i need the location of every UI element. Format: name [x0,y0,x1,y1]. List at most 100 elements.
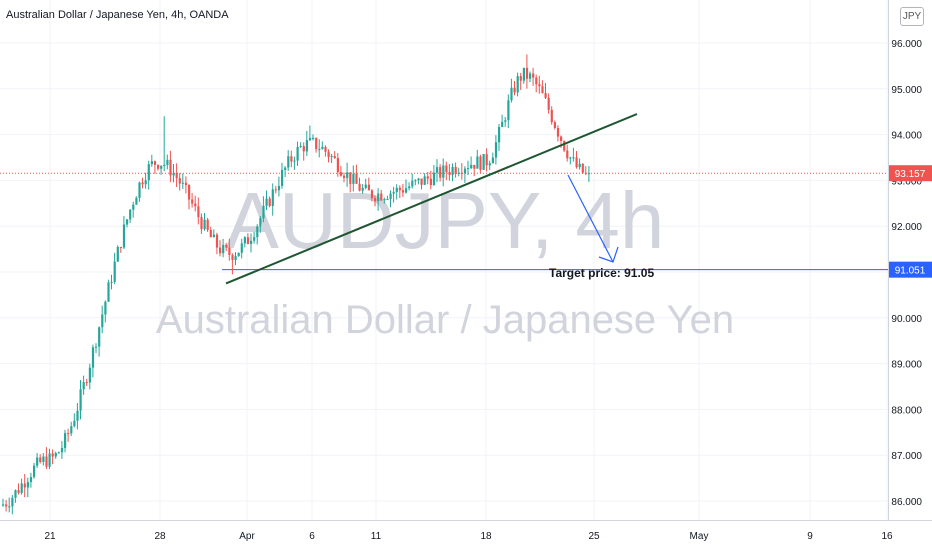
candle-body [98,327,101,347]
time-tick-label: 28 [154,531,166,542]
candle-body [411,180,414,187]
candle-body [445,165,448,173]
candle-body [305,140,308,152]
price-tick-label: 92.000 [891,222,922,233]
candle-body [485,154,488,166]
candle-body [408,186,411,189]
candle-body [268,198,271,206]
candle-body [70,426,73,434]
candle-body [584,172,587,174]
price-tick-label: 90.000 [891,314,922,325]
price-tick-label: 89.000 [891,360,922,371]
currency-button[interactable]: JPY [900,7,924,26]
candle-body [312,137,315,139]
candle-body [219,247,222,254]
candle-body [346,172,349,179]
candle-body [414,180,417,182]
candle-body [188,185,191,200]
candle-body [352,173,355,184]
candle-body [287,156,290,168]
candle-body [432,172,436,186]
candle-body [293,160,296,162]
candle-body [494,142,498,158]
candle-body [57,452,60,454]
time-tick-label: Apr [239,531,255,542]
candle-body [212,234,215,238]
chart-title: Australian Dollar / Japanese Yen, 4h, OA… [6,9,229,21]
time-tick-label: 16 [881,531,893,542]
candle-body [367,184,370,191]
candle-body [538,84,541,87]
candle-body [457,172,460,174]
candle-body [380,193,383,201]
candle-body [290,156,293,162]
time-tick-label: 18 [480,531,492,542]
candle-body [479,156,482,170]
candle-body [467,168,470,170]
candle-body [231,254,234,261]
candle-body [575,157,578,168]
candle-body [42,456,45,462]
candle-body [14,490,17,498]
candle-body [566,150,569,159]
candle-body [271,189,274,206]
candle-body [532,73,535,78]
candle-body [420,178,423,185]
candle-body [448,172,451,175]
candle-body [498,127,501,143]
candle-body [277,185,281,191]
candle-body [5,504,8,507]
price-tick-label: 94.000 [891,131,922,142]
candle-body [398,187,401,191]
candle-body [281,169,284,186]
candle-body [262,205,265,219]
candle-body [209,229,212,238]
candle-body [383,199,386,201]
candle-body [405,188,408,193]
candle-body [206,219,209,230]
target-price-label: 91.051 [895,266,926,277]
candle-body [395,187,398,193]
candle-body [265,198,268,206]
candle-body [550,109,553,123]
candle-body [401,190,405,193]
watermark-description: Australian Dollar / Japanese Yen [156,298,734,342]
candle-body [259,218,262,227]
candle-body [163,165,166,167]
candle-body [39,457,42,462]
candle-body [587,173,591,175]
price-axis[interactable]: 86.00087.00088.00089.00090.00091.00092.0… [891,39,922,508]
candle-body [237,252,240,257]
candle-body [33,465,36,478]
time-tick-label: May [690,531,709,542]
candle-body [274,189,277,191]
trendline[interactable] [225,113,638,285]
candle-body [358,183,361,191]
projection-arrow[interactable] [567,174,619,263]
candle-body [535,77,538,85]
candle-body [507,100,510,121]
candle-body [17,490,20,493]
candle-body [184,182,188,186]
candle-body [29,477,33,483]
candle-body [525,67,529,79]
candle-body [423,176,426,185]
candle-body [172,173,175,176]
candle-body [119,247,122,249]
candle-body [194,203,197,207]
candle-body [333,156,336,159]
candle-body [222,244,225,254]
candle-body [225,244,228,248]
candle-body [330,156,333,158]
candle-body [197,206,200,218]
candle-body [315,137,318,150]
candle-body [60,447,64,453]
candle-body [364,184,367,188]
candle-body [563,140,566,151]
candle-body [48,453,51,467]
time-axis[interactable]: 21 28 Apr 6 11 18 25 May 9 16 [44,531,893,542]
candle-body [318,149,321,151]
candle-body [150,161,153,165]
